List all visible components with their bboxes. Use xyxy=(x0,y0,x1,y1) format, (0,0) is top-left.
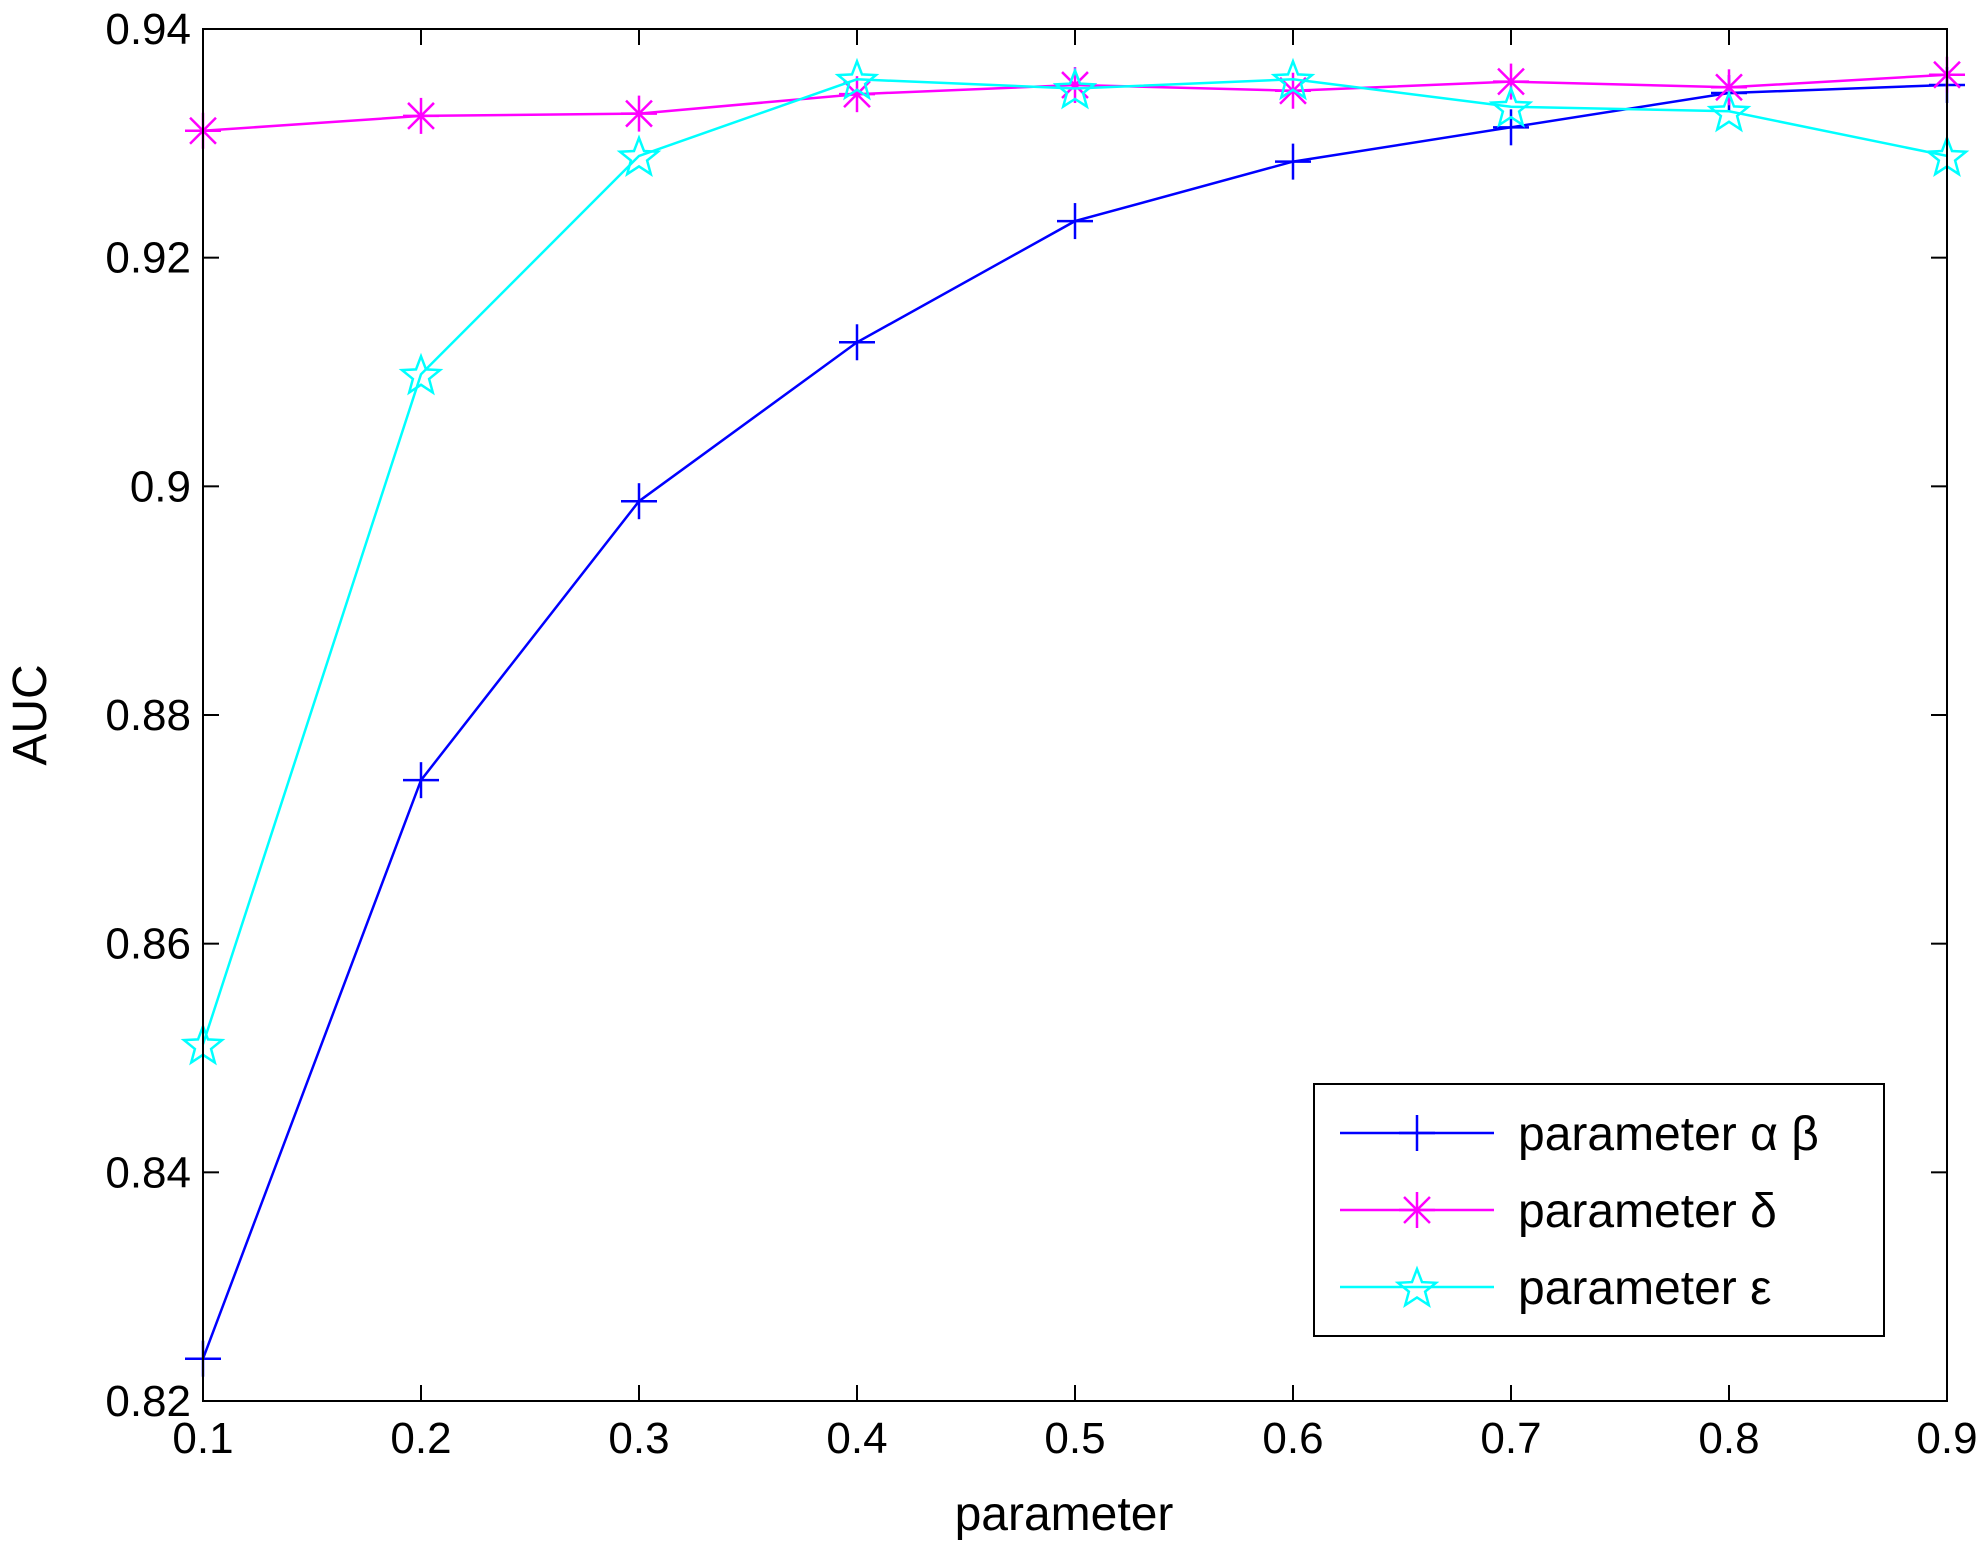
tick-layer: 0.1 0.2 0.3 0.4 0.5 0.6 0.7 0.8 0.9 0.82 0.84 0.86 0… xyxy=(105,5,1977,1463)
marker-shape xyxy=(1052,66,1098,110)
marker-shape xyxy=(1270,57,1316,101)
x-tick-label: 0.7 xyxy=(1480,1414,1541,1463)
data-point xyxy=(1270,57,1316,101)
data-point xyxy=(398,352,444,396)
legend-marker xyxy=(1399,1192,1435,1228)
x-tick-label: 0.4 xyxy=(826,1414,887,1463)
series-line xyxy=(201,78,1948,1045)
x-tick-label: 0.1 xyxy=(172,1414,233,1463)
data-point xyxy=(1711,69,1747,106)
marker-shape xyxy=(834,57,880,101)
legend-marker xyxy=(1394,1265,1440,1309)
data-point xyxy=(834,57,880,101)
x-tick-label: 0.8 xyxy=(1698,1414,1759,1463)
legend-entries: parameter α β parameter δ parameter ε xyxy=(1340,1108,1819,1315)
legend: parameter α β parameter δ parameter ε xyxy=(1313,1083,1885,1337)
legend-entry: parameter δ xyxy=(1340,1185,1777,1238)
y-tick-label: 0.86 xyxy=(105,920,191,969)
marker-shape xyxy=(1488,85,1534,128)
x-tick-label: 0.5 xyxy=(1044,1414,1105,1463)
x-tick-label: 0.3 xyxy=(608,1414,669,1463)
y-tick-label: 0.82 xyxy=(105,1377,191,1426)
data-point xyxy=(1275,143,1311,180)
marker-stroke xyxy=(407,102,435,130)
legend-label: parameter δ xyxy=(1518,1185,1777,1238)
marker-stroke xyxy=(1715,73,1743,102)
x-tick-label: 0.9 xyxy=(1916,1414,1977,1463)
marker-shape xyxy=(616,134,662,177)
legend-label: parameter ε xyxy=(1518,1262,1772,1315)
data-point xyxy=(1057,203,1093,240)
marker-stroke xyxy=(625,99,653,128)
data-point xyxy=(1493,109,1529,146)
data-point xyxy=(1706,89,1752,133)
legend-label: parameter α β xyxy=(1518,1108,1819,1161)
y-tick-label: 0.92 xyxy=(105,234,191,283)
legend-entry: parameter ε xyxy=(1340,1262,1772,1315)
data-point xyxy=(403,762,439,799)
x-tick-label: 0.6 xyxy=(1262,1414,1323,1463)
data-point xyxy=(616,134,662,177)
legend-marker xyxy=(1399,1115,1435,1151)
y-tick-label: 0.94 xyxy=(105,5,191,54)
data-point xyxy=(621,95,657,132)
data-point xyxy=(839,324,875,361)
x-axis-title: parameter xyxy=(955,1488,1174,1541)
data-point xyxy=(1488,85,1534,128)
marker-shape xyxy=(1394,1265,1440,1309)
marker-shape xyxy=(1706,89,1752,133)
series-layer xyxy=(180,56,1970,1377)
x-tick-label: 0.2 xyxy=(390,1414,451,1463)
y-tick-label: 0.88 xyxy=(105,691,191,740)
data-point xyxy=(621,483,657,520)
legend-entry: parameter α β xyxy=(1340,1108,1819,1161)
y-axis-title: AUC xyxy=(4,664,57,765)
marker-stroke xyxy=(1403,1196,1431,1224)
data-point xyxy=(1493,63,1529,100)
y-tick-label: 0.84 xyxy=(105,1148,191,1197)
data-point xyxy=(1052,66,1098,110)
marker-stroke xyxy=(1497,67,1525,96)
marker-shape xyxy=(398,352,444,396)
data-point xyxy=(403,97,439,134)
y-tick-label: 0.9 xyxy=(130,462,191,511)
